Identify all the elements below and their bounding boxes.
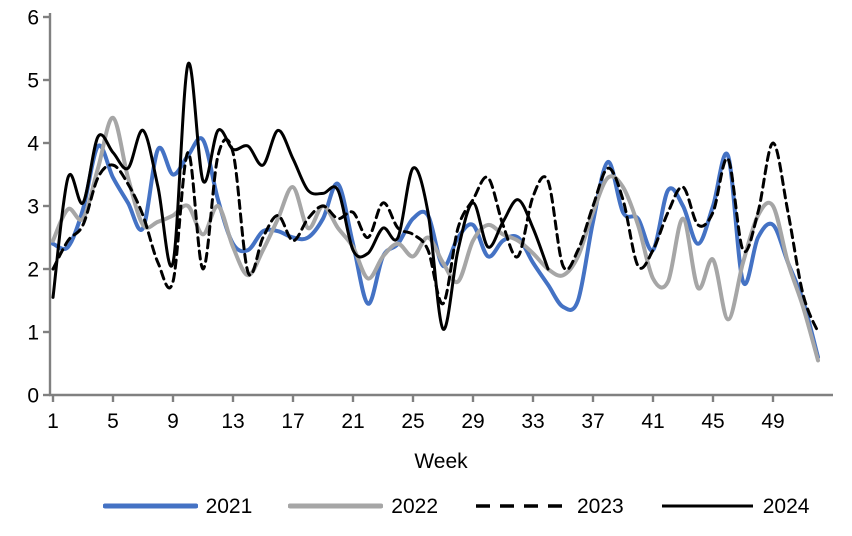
x-tick-label: 17 (281, 410, 304, 433)
legend-item-2024: 2024 (660, 494, 810, 518)
x-tick-label: 21 (341, 410, 364, 433)
legend-swatch-2021-line (102, 503, 198, 509)
x-tick-label: 1 (47, 410, 59, 433)
x-tick-label: 33 (521, 410, 544, 433)
legend-swatch-2024-line (661, 504, 753, 508)
x-axis-title: Week (414, 450, 468, 473)
y-tick-label: 5 (27, 70, 39, 93)
legend-swatch-2023-dashed-line (476, 504, 567, 508)
x-tick-label: 25 (401, 410, 424, 433)
x-tick-label: 9 (167, 410, 179, 433)
y-tick-label: 3 (27, 196, 39, 219)
y-tick-label: 4 (27, 133, 39, 156)
series-line-2023 (51, 137, 820, 334)
x-tick-label: 41 (641, 410, 664, 433)
series-line-2024 (51, 61, 550, 331)
legend-label-2023: 2023 (577, 494, 624, 518)
y-tick-label: 0 (27, 385, 39, 408)
x-tick-label: 49 (761, 410, 784, 433)
legend-label-2022: 2022 (391, 494, 438, 518)
legend-swatch-2022-line (288, 503, 384, 509)
x-tick-label: 45 (701, 410, 724, 433)
legend-item-2023: 2023 (474, 496, 624, 517)
legend: 2021 2022 2023 2024 (30, 492, 852, 520)
y-tick-label: 1 (27, 322, 39, 345)
legend-label-2021: 2021 (205, 494, 253, 518)
y-tick-label: 6 (27, 7, 39, 30)
legend-label-2024: 2024 (762, 494, 810, 518)
x-tick-label: 5 (107, 410, 119, 433)
y-tick-label: 2 (27, 259, 39, 282)
x-tick-label: 29 (461, 410, 484, 433)
x-tick-label: 37 (581, 410, 604, 433)
legend-item-2022: 2022 (288, 496, 438, 517)
x-tick-label: 13 (221, 410, 244, 433)
legend-item-2021: 2021 (102, 494, 253, 518)
